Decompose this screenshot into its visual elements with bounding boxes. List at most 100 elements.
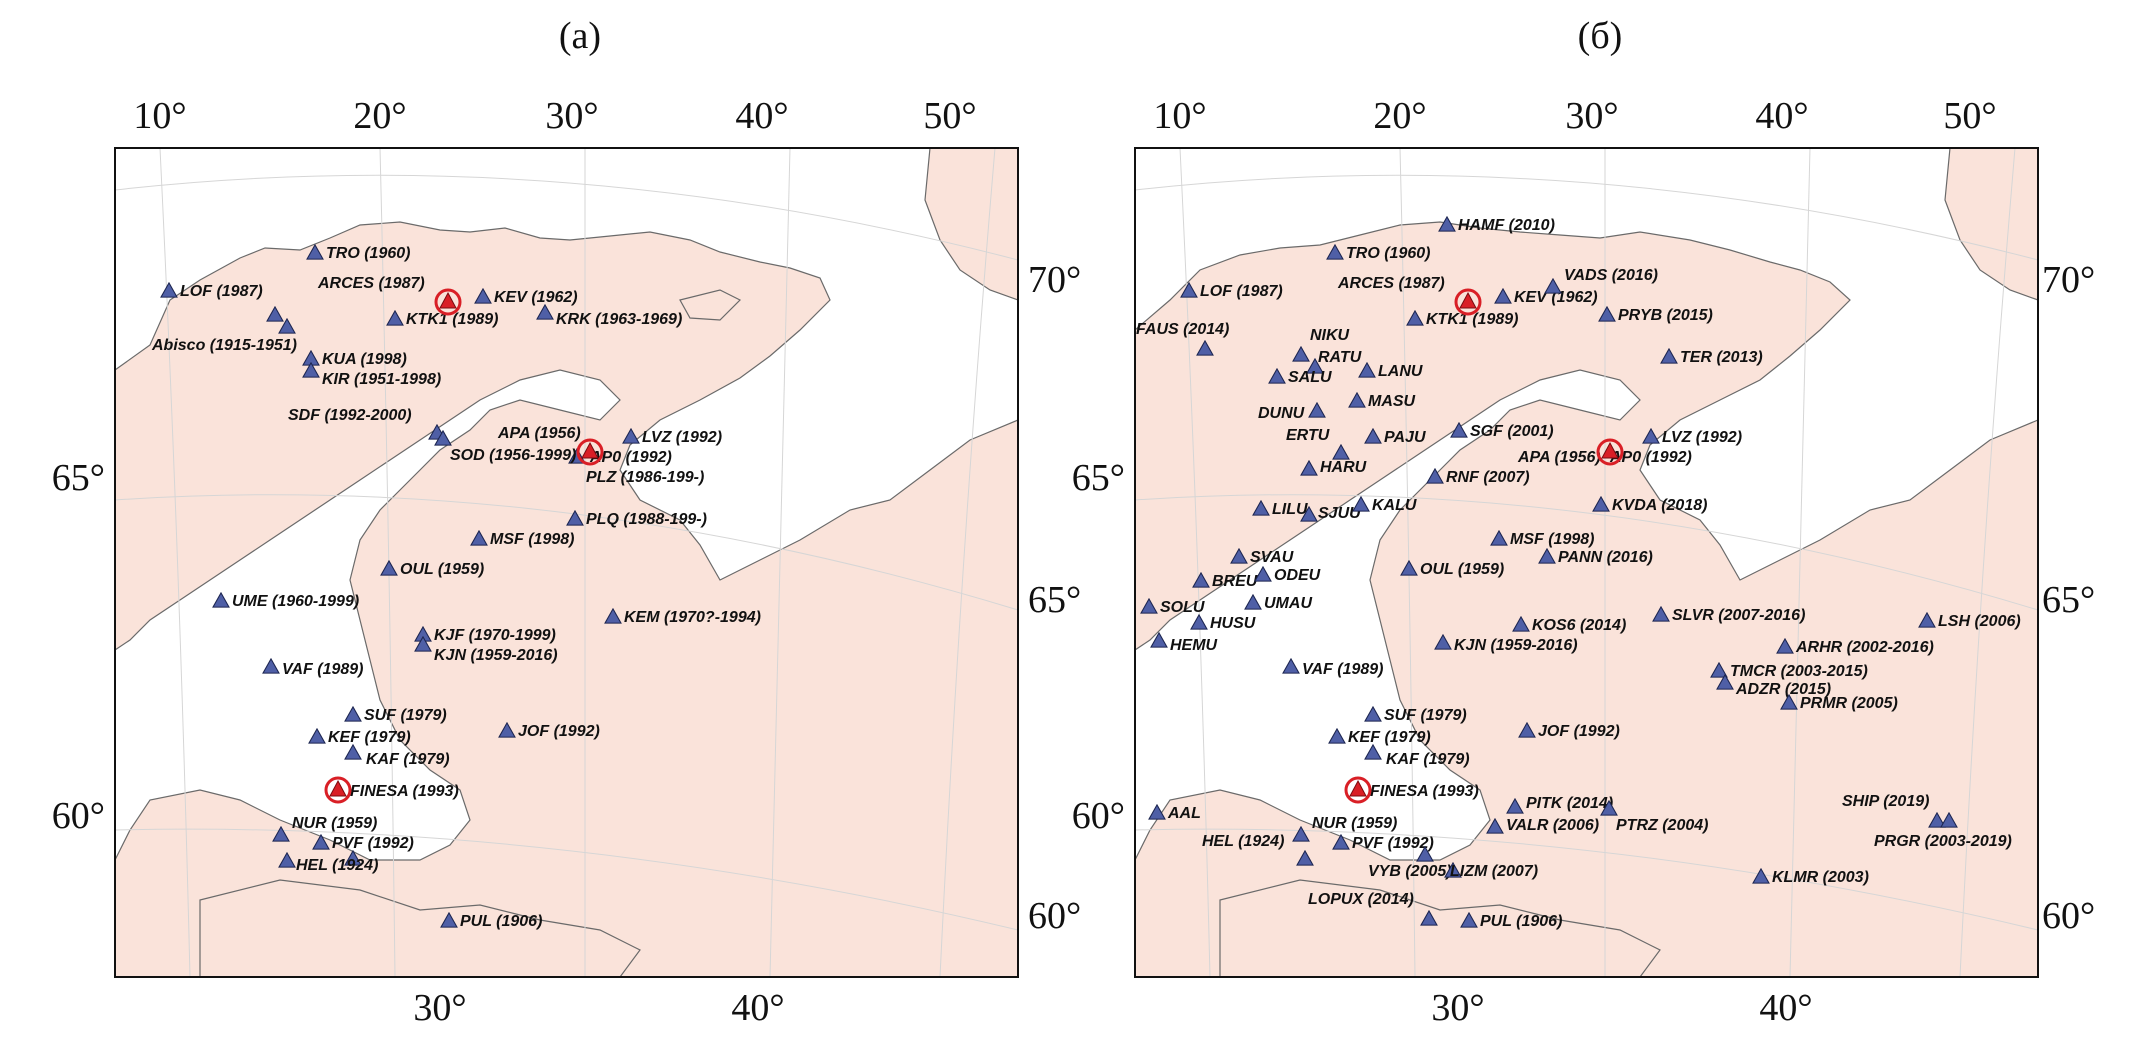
- svg-text:HUSU: HUSU: [1210, 615, 1256, 632]
- svg-text:SVAU: SVAU: [1250, 549, 1294, 566]
- right-axis: 70° 65° 60°: [1028, 259, 1081, 937]
- station-hemu: HEMU: [1150, 632, 1218, 654]
- svg-text:KJN (1959-2016): KJN (1959-2016): [1454, 637, 1578, 654]
- station-finesa: FINESA (1993): [1370, 783, 1479, 800]
- svg-text:65°: 65°: [52, 457, 105, 499]
- station-aal: AAL: [1148, 804, 1201, 822]
- station-dunu: DUNU: [1258, 402, 1326, 422]
- svg-text:VALR (2006): VALR (2006): [1506, 817, 1599, 834]
- array-apa: [1596, 438, 1624, 466]
- svg-text:PLQ (1988-199-): PLQ (1988-199-): [586, 511, 707, 528]
- station-oul: OUL (1959): [1400, 560, 1504, 578]
- station-ktk1: KTK1 (1989): [386, 310, 498, 328]
- station-ap0: AP0 (1992): [1609, 449, 1692, 466]
- svg-text:PUL (1906): PUL (1906): [460, 913, 542, 930]
- svg-text:HEL (1924): HEL (1924): [296, 857, 378, 874]
- station-sgf: SGF (2001): [1450, 422, 1554, 440]
- station-krk: KRK (1963-1969): [536, 304, 682, 328]
- station-lvz: LVZ (1992): [622, 428, 722, 446]
- station-vaf: VAF (1989): [1282, 658, 1384, 678]
- panel-a: (a) TRO (1960) LOF (1987): [52, 15, 1081, 1029]
- svg-text:ERTU: ERTU: [1286, 427, 1330, 444]
- station-solu: SOLU: [1140, 598, 1205, 616]
- svg-text:PRYB (2015): PRYB (2015): [1618, 307, 1713, 324]
- svg-text:KEM (1970?-1994): KEM (1970?-1994): [624, 609, 761, 626]
- svg-text:KALU: KALU: [1372, 497, 1417, 514]
- station-tro: TRO (1960): [306, 244, 410, 262]
- svg-text:65°: 65°: [1028, 579, 1081, 621]
- svg-text:VAF (1989): VAF (1989): [1302, 661, 1384, 678]
- svg-text:20°: 20°: [353, 95, 406, 137]
- svg-text:RATU: RATU: [1318, 349, 1362, 366]
- station-lilu: LILU: [1252, 500, 1308, 518]
- array-arces: [1454, 288, 1482, 316]
- svg-text:HAMF (2010): HAMF (2010): [1458, 217, 1555, 234]
- station-sdf: SDF (1992-2000): [288, 407, 452, 446]
- station-kua: KUA (1998): [302, 350, 407, 368]
- svg-text:UMAU: UMAU: [1264, 595, 1312, 612]
- station-kir: KIR (1951-1998): [302, 362, 441, 388]
- station-svau: SVAU: [1230, 548, 1294, 566]
- svg-text:60°: 60°: [1072, 795, 1125, 837]
- svg-text:VYB (2005): VYB (2005): [1368, 863, 1452, 880]
- svg-text:HEMU: HEMU: [1170, 637, 1218, 654]
- bottom-axis: 30° 40°: [413, 987, 784, 1029]
- station-kvda: KVDA (2018): [1592, 496, 1707, 514]
- station-prgr: PRGR (2003-2019): [1874, 812, 2012, 850]
- station-kem: KEM (1970?-1994): [604, 608, 761, 626]
- station-hel: HEL (1924): [1202, 833, 1314, 866]
- svg-text:TRO (1960): TRO (1960): [1346, 245, 1430, 262]
- station-kjn: KJN (1959-2016): [1434, 634, 1578, 654]
- svg-text:KEF (1979): KEF (1979): [328, 729, 411, 746]
- station-husu: HUSU: [1190, 614, 1256, 632]
- svg-text:NIKU: NIKU: [1310, 327, 1350, 344]
- svg-text:KEF (1979): KEF (1979): [1348, 729, 1431, 746]
- svg-text:30°: 30°: [1565, 95, 1618, 137]
- station-sod: SOD (1956-1999): [450, 447, 586, 464]
- svg-text:MSF (1998): MSF (1998): [1510, 531, 1594, 548]
- svg-text:70°: 70°: [2042, 259, 2095, 301]
- svg-text:SOD (1956-1999): SOD (1956-1999): [450, 447, 576, 464]
- station-ptrz: PTRZ (2004): [1600, 800, 1708, 834]
- station-kalu: KALU: [1352, 496, 1417, 514]
- svg-text:SDF (1992-2000): SDF (1992-2000): [288, 407, 412, 424]
- svg-text:FINESA (1993): FINESA (1993): [350, 783, 459, 800]
- scandinavia-landmass: [1134, 221, 2039, 978]
- panel-title: (б): [1578, 15, 1623, 57]
- svg-text:SALU: SALU: [1288, 369, 1332, 386]
- svg-text:MASU: MASU: [1368, 393, 1416, 410]
- station-slvr: SLVR (2007-2016): [1652, 606, 1805, 624]
- svg-text:60°: 60°: [52, 795, 105, 837]
- svg-text:TER (2013): TER (2013): [1680, 349, 1763, 366]
- station-kjn: KJN (1959-2016): [414, 636, 558, 664]
- svg-text:40°: 40°: [1759, 987, 1812, 1029]
- bottom-axis: 30° 40°: [1431, 987, 1812, 1029]
- svg-text:ODEU: ODEU: [1274, 567, 1321, 584]
- station-prmr: PRMR (2005): [1780, 694, 1898, 712]
- station-suf: SUF (1979): [344, 706, 447, 724]
- station-vads: VADS (2016): [1544, 267, 1658, 294]
- svg-text:KTK1 (1989): KTK1 (1989): [406, 311, 498, 328]
- station-suf: SUF (1979): [1364, 706, 1467, 724]
- station-finesa: FINESA (1993): [350, 783, 459, 800]
- svg-text:KOS6 (2014): KOS6 (2014): [1532, 617, 1626, 634]
- station-hamf: HAMF (2010): [1438, 216, 1555, 234]
- station-kaf: KAF (1979): [344, 744, 450, 768]
- station-nur: NUR (1959): [1292, 815, 1397, 842]
- svg-text:30°: 30°: [1431, 987, 1484, 1029]
- svg-text:KLMR (2003): KLMR (2003): [1772, 869, 1869, 886]
- svg-text:KUA (1998): KUA (1998): [322, 351, 407, 368]
- station-masu: MASU: [1348, 392, 1416, 410]
- svg-text:PRGR (2003-2019): PRGR (2003-2019): [1874, 833, 2012, 850]
- station-sjuu: SJUU: [1300, 505, 1361, 522]
- svg-text:APA (1956): APA (1956): [497, 425, 581, 442]
- station-faus: FAUS (2014): [1136, 321, 1229, 356]
- station-pryb: PRYB (2015): [1598, 306, 1713, 324]
- station-lanu: LANU: [1358, 362, 1423, 380]
- svg-text:LANU: LANU: [1378, 363, 1423, 380]
- array-apa: [576, 438, 604, 466]
- station-pvf: PVF (1992): [1332, 834, 1434, 852]
- svg-text:NUR (1959): NUR (1959): [1312, 815, 1397, 832]
- svg-text:KAF (1979): KAF (1979): [366, 751, 450, 768]
